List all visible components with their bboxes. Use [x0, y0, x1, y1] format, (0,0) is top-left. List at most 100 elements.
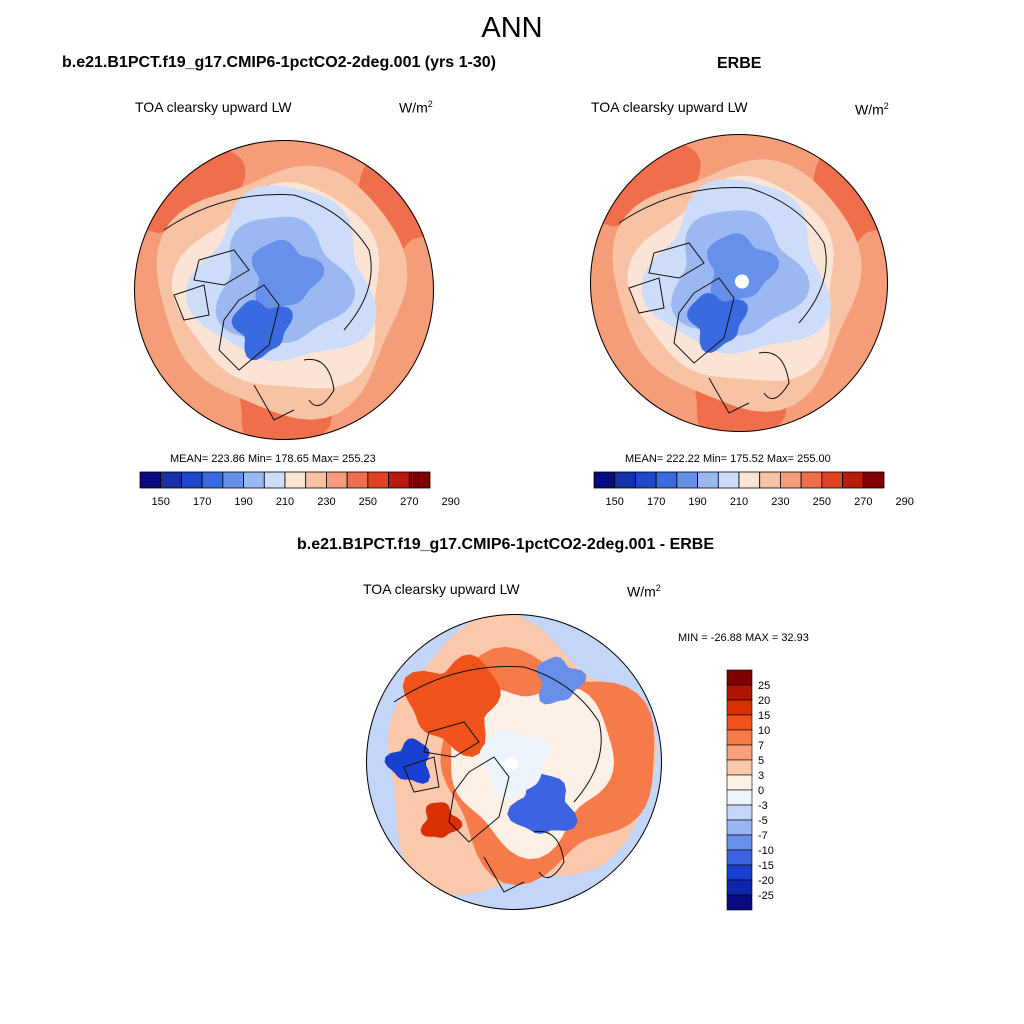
- colorbar-swatch: [284, 471, 307, 489]
- colorbar-swatch: [759, 471, 781, 489]
- colorbar-label: 10: [758, 725, 770, 737]
- colorbar-swatch: [780, 471, 802, 489]
- coastline: [648, 242, 705, 279]
- colorbar-swatch: [726, 699, 753, 716]
- colorbar-label: 150: [606, 496, 624, 508]
- panel-3-title: b.e21.B1PCT.f19_g17.CMIP6-1pctCO2-2deg.0…: [297, 536, 715, 553]
- panel-1-title: b.e21.B1PCT.f19_g17.CMIP6-1pctCO2-2deg.0…: [62, 54, 496, 71]
- panel-1-variable: TOA clearsky upward LW: [135, 99, 292, 115]
- colorbar-label: 15: [758, 710, 770, 722]
- coastline: [303, 358, 335, 407]
- colorbar-label: 270: [854, 496, 872, 508]
- colorbar-swatch: [726, 804, 753, 821]
- colorbar-label: -10: [758, 845, 774, 857]
- colorbar-label: 210: [730, 496, 748, 508]
- colorbar-swatch: [593, 471, 616, 489]
- colorbar-swatch: [635, 471, 657, 489]
- colorbar-swatch: [717, 471, 740, 489]
- panel-1-units: W/m2: [399, 99, 433, 116]
- panel-3-variable: TOA clearsky upward LW: [363, 581, 520, 597]
- colorbar-swatch: [263, 471, 286, 489]
- colorbar-label: 3: [758, 770, 764, 782]
- panel-2-title: ERBE: [717, 55, 762, 72]
- colorbar-swatch: [614, 471, 636, 489]
- panel-2-stats: MEAN= 222.22 Min= 175.52 Max= 255.00: [625, 453, 831, 465]
- colorbar-swatch: [726, 894, 753, 911]
- colorbar-swatch: [655, 471, 678, 489]
- colorbar-label: 290: [442, 496, 460, 508]
- coastline: [483, 856, 525, 893]
- panel-2-polar-map: [590, 134, 888, 432]
- colorbar-label: 250: [359, 496, 377, 508]
- panel-3-units: W/m2: [627, 583, 661, 600]
- colorbar-label: -7: [758, 830, 768, 842]
- colorbar-swatch: [862, 471, 885, 489]
- panel-1-stats: MEAN= 223.86 Min= 178.65 Max= 255.23: [170, 453, 376, 465]
- colorbar-swatch: [697, 471, 719, 489]
- coastline: [708, 377, 750, 414]
- colorbar-swatch: [726, 714, 753, 731]
- coastline: [173, 284, 210, 321]
- colorbar-swatch: [726, 789, 753, 806]
- colorbar-swatch: [726, 774, 753, 791]
- colorbar-label: 190: [234, 496, 252, 508]
- map-border: [134, 140, 434, 440]
- colorbar-swatch: [726, 729, 753, 746]
- coastline: [403, 756, 440, 793]
- coastline: [423, 721, 480, 758]
- colorbar-label: -3: [758, 800, 768, 812]
- colorbar-label: 20: [758, 695, 770, 707]
- colorbar-swatch: [676, 471, 698, 489]
- colorbar-swatch: [181, 471, 203, 489]
- coastline: [523, 666, 602, 803]
- panel-1-colorbar: 150 170 190 210 230 250 270 290: [139, 471, 460, 508]
- colorbar-swatch: [821, 471, 843, 489]
- panel-3-polar-map: [366, 614, 662, 910]
- panel-3-colorbar: 25 20 15 10 7 5 3 0 -3 -5 -7 -10 -15 -20 -25: [726, 669, 774, 911]
- colorbar-swatch: [726, 864, 753, 881]
- panel-2-variable: TOA clearsky upward LW: [591, 99, 748, 115]
- colorbar-label: -5: [758, 815, 768, 827]
- colorbar-swatch: [367, 471, 389, 489]
- colorbar-swatch: [305, 471, 327, 489]
- coastline: [163, 193, 295, 231]
- colorbar-label: -25: [758, 890, 774, 902]
- coastline: [448, 756, 510, 843]
- colorbar-label: 25: [758, 680, 770, 692]
- colorbar-swatch: [726, 684, 753, 701]
- colorbar-label: 150: [152, 496, 170, 508]
- coastline: [673, 277, 735, 364]
- colorbar-label: 230: [771, 496, 789, 508]
- coastline: [218, 284, 280, 371]
- colorbar-label: 230: [317, 496, 335, 508]
- colorbar-label: -15: [758, 860, 774, 872]
- colorbar-label: -20: [758, 875, 774, 887]
- panel-2-units: W/m2: [855, 101, 889, 118]
- map-border: [590, 134, 888, 432]
- colorbar-label: 170: [193, 496, 211, 508]
- colorbar-swatch: [160, 471, 182, 489]
- panel-3-stats: MIN = -26.88 MAX = 32.93: [678, 632, 809, 644]
- colorbar-label: 210: [276, 496, 294, 508]
- coastline: [393, 665, 525, 703]
- colorbar-label: 250: [813, 496, 831, 508]
- colorbar-swatch: [222, 471, 244, 489]
- colorbar-swatch: [201, 471, 224, 489]
- coastline: [748, 187, 827, 324]
- coastline: [293, 194, 372, 331]
- page-title: ANN: [481, 12, 543, 44]
- coastline: [618, 186, 750, 224]
- colorbar-swatch: [346, 471, 369, 489]
- panel-1-polar-map: [134, 140, 434, 440]
- colorbar-swatch: [738, 471, 761, 489]
- panel-2-colorbar: 150 170 190 210 230 250 270 290: [593, 471, 914, 508]
- map-border: [366, 614, 662, 910]
- colorbar-swatch: [388, 471, 410, 489]
- colorbar-swatch: [726, 759, 753, 776]
- coastline: [628, 277, 665, 314]
- colorbar-swatch: [726, 849, 753, 866]
- colorbar-swatch: [726, 834, 753, 851]
- colorbar-label: 190: [688, 496, 706, 508]
- colorbar-swatch: [243, 471, 265, 489]
- colorbar-swatch: [326, 471, 348, 489]
